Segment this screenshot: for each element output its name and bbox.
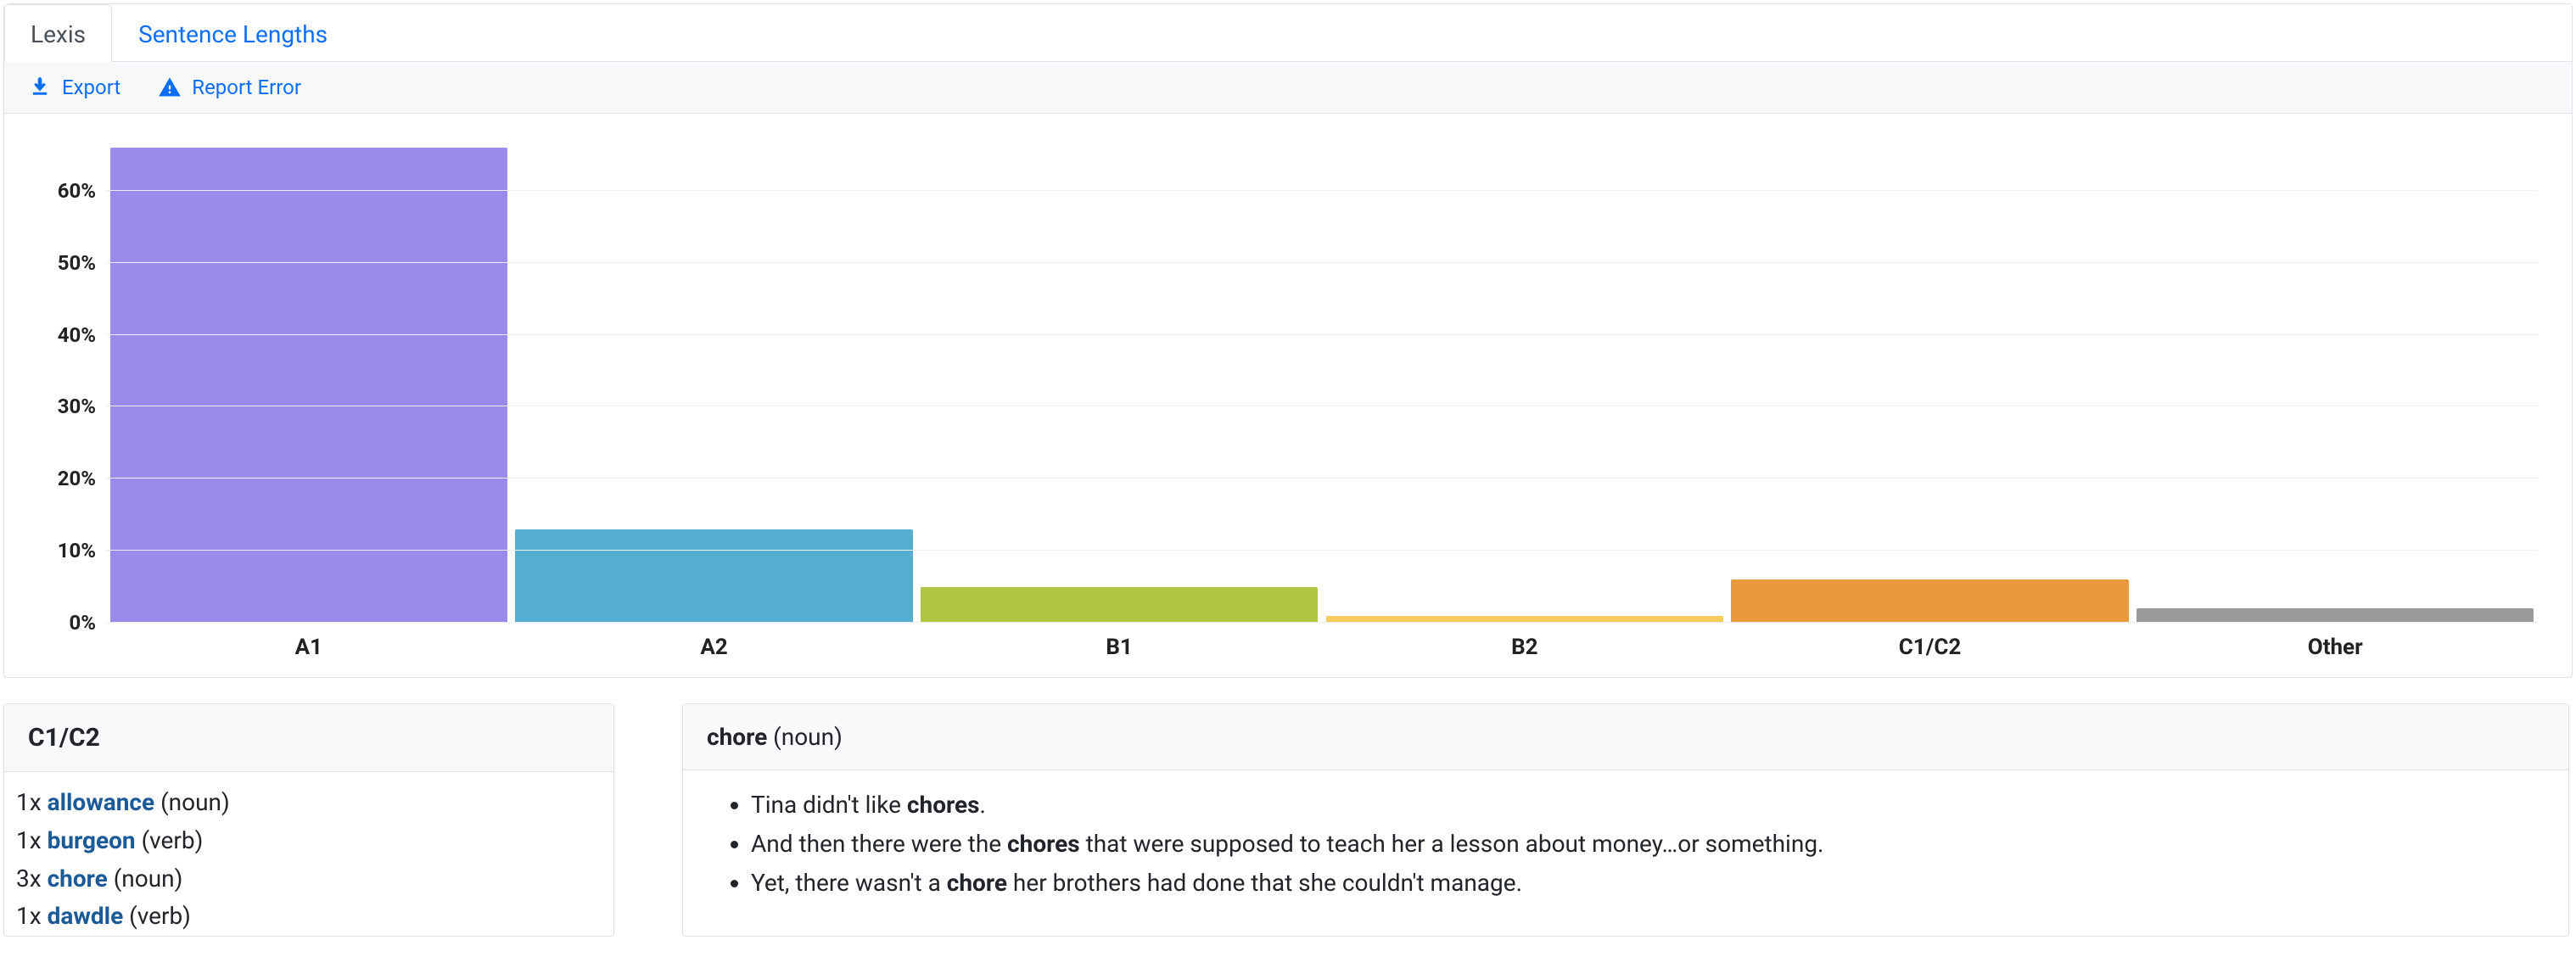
- bar-col: [106, 148, 512, 623]
- tab-bar: Lexis Sentence Lengths: [4, 4, 2572, 62]
- grid-line: [106, 334, 2538, 335]
- tab-lexis[interactable]: Lexis: [4, 4, 112, 62]
- y-axis: 60%50%40%30%20%10%0%: [38, 148, 106, 623]
- word-list-panel: C1/C2 1x allowance (noun)1x burgeon (ver…: [3, 703, 614, 937]
- word-detail-panel: chore (noun) Tina didn't like chores.And…: [682, 703, 2569, 937]
- y-tick: 40%: [58, 323, 96, 347]
- bar-b1[interactable]: [921, 587, 1318, 623]
- word-pos: (verb): [123, 902, 191, 930]
- word-link[interactable]: dawdle: [48, 902, 124, 930]
- detail-header: chore (noun): [683, 704, 2568, 770]
- bar-other[interactable]: [2136, 608, 2534, 623]
- example-match: chores: [907, 791, 980, 819]
- bar-col: [2132, 148, 2538, 623]
- example-list: Tina didn't like chores.And then there w…: [725, 786, 2534, 904]
- word-link[interactable]: burgeon: [48, 826, 136, 854]
- bar-col: [512, 148, 917, 623]
- word-row: 1x burgeon (verb): [16, 822, 612, 860]
- example-sentence: Yet, there wasn't a chore her brothers h…: [751, 864, 2534, 903]
- example-match: chore: [947, 869, 1007, 897]
- word-row: 1x allowance (noun): [16, 784, 612, 822]
- detail-headword: chore: [707, 723, 767, 751]
- word-list-title: C1/C2: [4, 704, 613, 772]
- x-label: B2: [1322, 635, 1728, 660]
- detail-pos: (noun): [773, 723, 843, 751]
- example-pre: Yet, there wasn't a: [751, 869, 947, 897]
- bar-col: [1322, 148, 1728, 623]
- word-count: 1x: [16, 788, 48, 816]
- x-label: A2: [512, 635, 917, 660]
- bar-a1[interactable]: [110, 148, 507, 623]
- word-pos: (verb): [136, 826, 204, 854]
- word-row: 1x dawdle (verb): [16, 898, 612, 936]
- warning-icon: [158, 76, 182, 99]
- detail-body: Tina didn't like chores.And then there w…: [683, 770, 2568, 924]
- y-tick: 60%: [58, 179, 96, 203]
- example-post: that were supposed to teach her a lesson…: [1080, 830, 1824, 858]
- word-row: 3x chore (noun): [16, 860, 612, 898]
- bar-col: [1728, 148, 2133, 623]
- export-label: Export: [62, 76, 120, 99]
- word-link[interactable]: chore: [48, 865, 108, 893]
- report-error-label: Report Error: [192, 76, 301, 99]
- y-tick: 10%: [58, 539, 96, 562]
- word-count: 1x: [16, 902, 48, 930]
- word-pos: (noun): [154, 788, 230, 816]
- plot-area: [106, 148, 2538, 623]
- grid-line: [106, 550, 2538, 551]
- lexis-panel: Lexis Sentence Lengths Export Report Err…: [3, 3, 2573, 678]
- example-match: chores: [1007, 830, 1080, 858]
- word-list-body[interactable]: 1x allowance (noun)1x burgeon (verb)3x c…: [4, 772, 613, 936]
- example-post: .: [980, 791, 986, 819]
- bar-a2[interactable]: [515, 529, 912, 623]
- example-post: her brothers had done that she couldn't …: [1007, 869, 1522, 897]
- x-label: Other: [2132, 635, 2538, 660]
- bar-col: [916, 148, 1322, 623]
- x-axis: A1A2B1B2C1/C2Other: [106, 623, 2538, 660]
- report-error-button[interactable]: Report Error: [158, 76, 301, 99]
- lower-row: C1/C2 1x allowance (noun)1x burgeon (ver…: [3, 678, 2573, 937]
- example-pre: Tina didn't like: [751, 791, 907, 819]
- download-icon: [28, 76, 52, 99]
- y-tick: 0%: [69, 611, 96, 635]
- x-label: C1/C2: [1728, 635, 2133, 660]
- example-sentence: And then there were the chores that were…: [751, 825, 2534, 864]
- grid-line: [106, 262, 2538, 263]
- x-label: B1: [916, 635, 1322, 660]
- toolbar: Export Report Error: [4, 62, 2572, 114]
- example-pre: And then there were the: [751, 830, 1007, 858]
- y-tick: 20%: [58, 467, 96, 490]
- x-label: A1: [106, 635, 512, 660]
- grid-line: [106, 622, 2538, 623]
- tab-sentence-lengths[interactable]: Sentence Lengths: [112, 4, 354, 62]
- word-count: 1x: [16, 826, 48, 854]
- example-sentence: Tina didn't like chores.: [751, 786, 2534, 825]
- word-count: 3x: [16, 865, 48, 893]
- word-link[interactable]: allowance: [48, 788, 155, 816]
- export-button[interactable]: Export: [28, 76, 120, 99]
- word-pos: (noun): [108, 865, 183, 893]
- y-tick: 50%: [58, 251, 96, 275]
- bars-container: [106, 148, 2538, 623]
- grid-line: [106, 190, 2538, 191]
- level-chart: 60% 50% 40% 30% 20% 10% 0% A1A2B1B2C1/C2Other: [4, 114, 2572, 677]
- y-tick: 30%: [58, 395, 96, 418]
- bar-c1-c2[interactable]: [1731, 579, 2128, 623]
